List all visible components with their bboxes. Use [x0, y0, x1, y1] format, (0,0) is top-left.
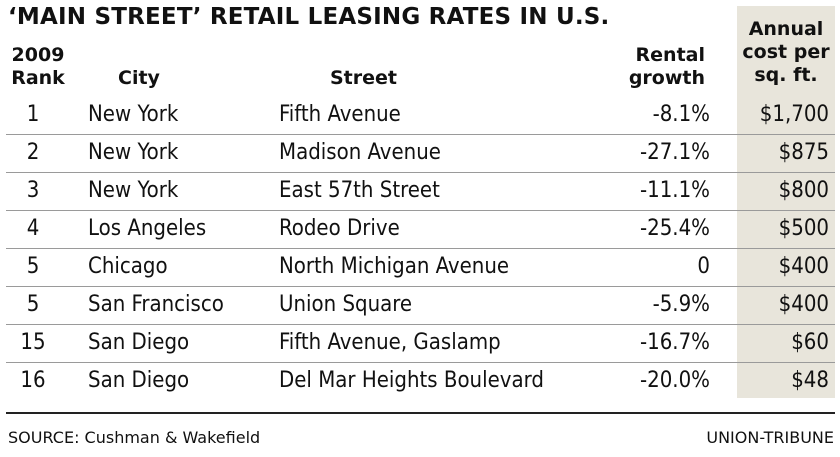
cell-growth: 0: [697, 254, 710, 279]
cell-cost: $1,700: [759, 102, 829, 127]
cell-rank: 2: [26, 140, 40, 165]
cost-column-background: [737, 6, 835, 398]
cell-street: East 57th Street: [279, 178, 440, 203]
cell-cost: $800: [778, 178, 829, 203]
cell-growth: -11.1%: [639, 178, 710, 203]
row-divider: [6, 210, 835, 211]
table-row: 15 San Diego Fifth Avenue, Gaslamp -16.7% $6…: [0, 324, 840, 362]
table-row: 16 San Diego Del Mar Heights Boulevard -20.…: [0, 362, 840, 400]
cell-city: Los Angeles: [88, 216, 207, 241]
cell-city: San Francisco: [88, 292, 224, 317]
cell-city: New York: [88, 178, 179, 203]
row-divider: [6, 134, 835, 135]
credit-line: UNION-TRIBUNE: [706, 428, 834, 447]
cell-street: Fifth Avenue, Gaslamp: [279, 330, 501, 355]
cell-city: San Diego: [88, 368, 190, 393]
cell-growth: -5.9%: [652, 292, 710, 317]
table-row: 5 San Francisco Union Square -5.9% $400: [0, 286, 840, 324]
table-row: 2 New York Madison Avenue -27.1% $875: [0, 134, 840, 172]
bottom-rule: [6, 412, 835, 414]
cell-rank: 15: [20, 330, 46, 355]
cell-city: New York: [88, 102, 179, 127]
cell-street: Fifth Avenue: [279, 102, 401, 127]
source-note: SOURCE: Cushman & Wakefield: [8, 428, 261, 447]
cell-cost: $48: [791, 368, 829, 393]
cell-street: Rodeo Drive: [279, 216, 400, 241]
cell-growth: -20.0%: [639, 368, 710, 393]
table-row: 5 Chicago North Michigan Avenue 0 $400: [0, 248, 840, 286]
cell-rank: 5: [26, 292, 40, 317]
table-row: 1 New York Fifth Avenue -8.1% $1,700: [0, 96, 840, 134]
cell-street: Union Square: [279, 292, 413, 317]
header-annual-cost: Annual cost per sq. ft.: [742, 18, 830, 86]
chart-title: ‘MAIN STREET’ RETAIL LEASING RATES IN U.…: [8, 4, 610, 30]
cell-city: New York: [88, 140, 179, 165]
row-divider: [6, 172, 835, 173]
cell-city: San Diego: [88, 330, 190, 355]
cell-growth: -27.1%: [639, 140, 710, 165]
cell-rank: 3: [26, 178, 40, 203]
cell-growth: -25.4%: [639, 216, 710, 241]
cell-city: Chicago: [88, 254, 168, 279]
cell-rank: 5: [26, 254, 40, 279]
cell-growth: -16.7%: [639, 330, 710, 355]
cell-cost: $400: [778, 254, 829, 279]
cell-growth: -8.1%: [652, 102, 710, 127]
header-rental-growth: Rental growth: [628, 44, 705, 89]
row-divider: [6, 248, 835, 249]
cell-street: Del Mar Heights Boulevard: [279, 368, 544, 393]
cell-street: North Michigan Avenue: [279, 254, 510, 279]
row-divider: [6, 324, 835, 325]
header-street: Street: [330, 67, 397, 89]
cell-rank: 1: [26, 102, 40, 127]
table-row: 4 Los Angeles Rodeo Drive -25.4% $500: [0, 210, 840, 248]
header-rank: 2009 Rank: [11, 44, 65, 89]
cell-rank: 4: [26, 216, 40, 241]
row-divider: [6, 286, 835, 287]
cell-cost: $875: [778, 140, 829, 165]
cell-cost: $500: [778, 216, 829, 241]
table-row: 3 New York East 57th Street -11.1% $800: [0, 172, 840, 210]
cell-cost: $60: [791, 330, 829, 355]
row-divider: [6, 362, 835, 363]
header-city: City: [118, 67, 160, 89]
cell-rank: 16: [20, 368, 46, 393]
cell-cost: $400: [778, 292, 829, 317]
cell-street: Madison Avenue: [279, 140, 441, 165]
